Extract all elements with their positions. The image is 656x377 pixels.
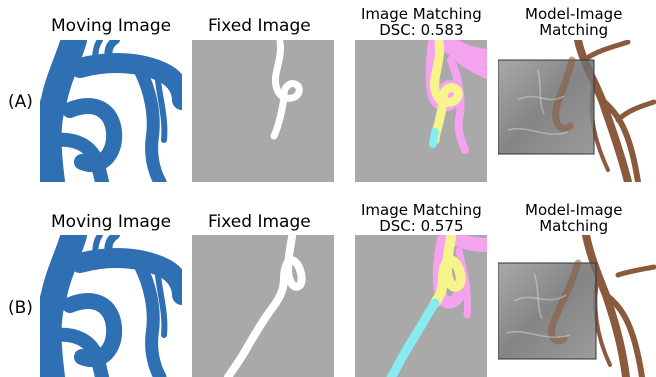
row-a-model-title-line2: Matching	[539, 20, 609, 39]
row-b-dsc-value: DSC: 0.575	[379, 216, 464, 235]
row-a-matching-overlay-drawing	[425, 40, 487, 154]
row-b-matching-image	[355, 235, 487, 377]
row-b-fixed-title: Fixed Image	[208, 212, 311, 232]
row-b-model-image	[498, 235, 656, 377]
row-a-dsc-value: DSC: 0.583	[379, 20, 464, 39]
row-a-xray-overlay	[498, 59, 595, 155]
row-b-model-overlay-drawing	[498, 235, 656, 377]
row-b-moving-title: Moving Image	[51, 212, 172, 232]
row-b-model-title-line2: Matching	[539, 216, 609, 235]
row-b-label: (B)	[8, 298, 33, 318]
row-a-fixed-title: Fixed Image	[208, 16, 311, 36]
row-b-model-title: Model-Image Matching	[525, 201, 623, 235]
row-a-matching-title: Image Matching DSC: 0.583	[361, 5, 482, 39]
row-a-model-image	[498, 40, 656, 182]
row-b-xray-overlay	[498, 262, 597, 360]
row-b-moving-vessel-drawing	[40, 235, 182, 377]
row-a-moving-image	[40, 40, 182, 182]
row-b-matching-overlay-drawing	[386, 235, 487, 377]
row-b-matching-title: Image Matching DSC: 0.575	[361, 201, 482, 235]
row-b-fixed-vessel-drawing	[224, 235, 306, 377]
row-a-label: (A)	[8, 92, 33, 112]
row-a-moving-title: Moving Image	[51, 16, 172, 36]
row-b-model-title-line1: Model-Image	[525, 201, 623, 219]
row-a-matching-image	[355, 40, 487, 182]
row-b-fixed-image	[192, 235, 334, 377]
row-b-matching-title-line1: Image Matching	[361, 201, 482, 219]
row-b-moving-image	[40, 235, 182, 377]
row-a-model-title: Model-Image Matching	[525, 5, 623, 39]
row-a-model-overlay-drawing	[498, 40, 656, 182]
row-a-matching-title-line1: Image Matching	[361, 5, 482, 23]
row-a-fixed-image	[192, 40, 334, 182]
row-a-model-title-line1: Model-Image	[525, 5, 623, 23]
row-a-fixed-vessel-drawing	[270, 40, 303, 140]
row-a-moving-vessel-drawing	[40, 40, 182, 182]
